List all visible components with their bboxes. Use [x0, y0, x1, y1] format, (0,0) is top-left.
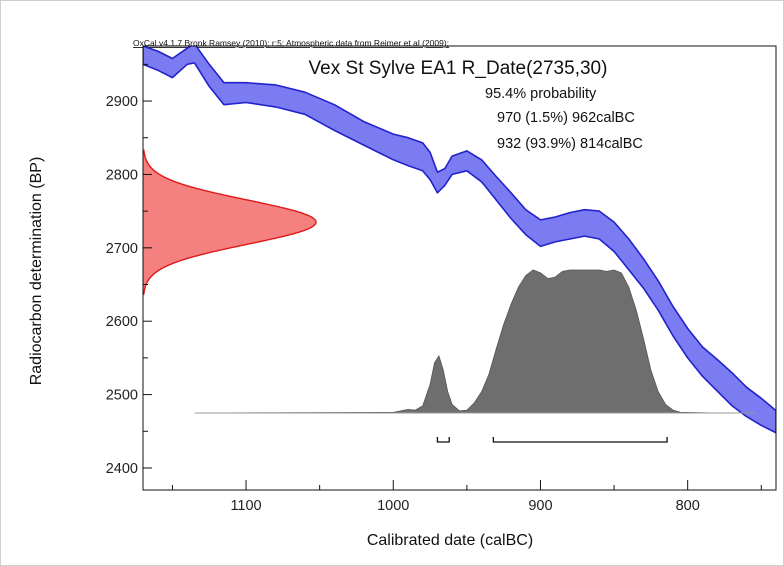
axis-ticks-layer: 1100 1000 900 800 2400 2500 2600 2700 2800 2900	[106, 63, 762, 514]
x-axis-label: Calibrated date (calBC)	[367, 532, 533, 549]
y-tick-label: 2800	[106, 167, 138, 183]
x-tick-label: 900	[528, 498, 552, 514]
radiocarbon-gaussian-fill	[143, 149, 316, 295]
calibrated-distribution-area	[194, 269, 718, 414]
y-tick-label: 2700	[106, 241, 138, 257]
probability-label: 95.4% probability	[485, 86, 597, 102]
radiocarbon-distribution-layer	[143, 149, 317, 295]
plot-area-border	[142, 45, 777, 491]
chart-title: Vex St Sylve EA1 R_Date(2735,30)	[309, 58, 608, 79]
y-tick-label: 2400	[106, 461, 138, 477]
calibrated-distribution-layer	[194, 269, 756, 414]
x-tick-label: 1100	[230, 498, 261, 514]
radiocarbon-gaussian-outline	[143, 149, 317, 295]
y-tick-label: 2500	[106, 388, 138, 404]
range-bracket-1	[436, 437, 450, 443]
x-tick-label: 800	[676, 498, 700, 514]
chart-header: OxCal v4.1.7 Bronk Ramsey (2010); r:5; A…	[133, 38, 449, 48]
y-tick-label: 2900	[106, 94, 138, 110]
x-tick-label: 1000	[377, 498, 409, 514]
y-tick-label: 2600	[106, 314, 138, 330]
range-label-1: 970 (1.5%) 962calBC	[497, 110, 635, 126]
range-bracket-2	[492, 437, 668, 443]
calibration-curve-layer	[143, 46, 776, 434]
y-axis-label: Radiocarbon determination (BP)	[28, 157, 45, 386]
range-brackets-layer	[436, 437, 668, 443]
calibration-curve-band	[143, 46, 776, 434]
range-label-2: 932 (93.9%) 814calBC	[497, 136, 643, 152]
